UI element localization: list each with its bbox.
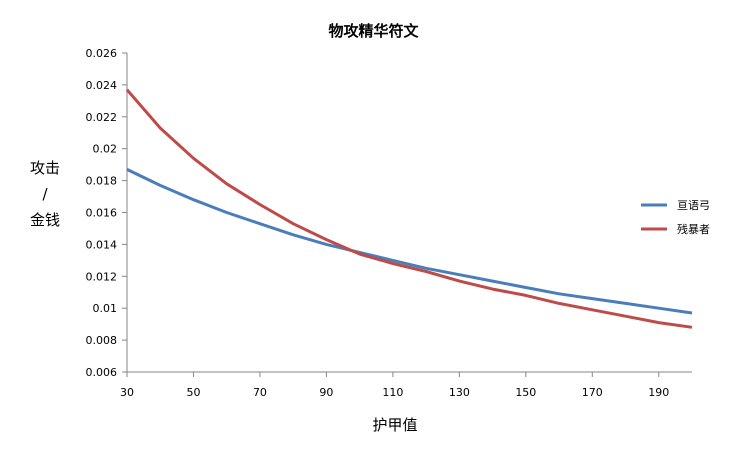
x-tick-label: 170 <box>582 386 603 399</box>
y-axis-label: 攻击 / 金钱 <box>20 155 70 233</box>
y-axis-label-line: 金钱 <box>29 211 60 229</box>
x-tick-label: 190 <box>648 386 669 399</box>
x-axis-label: 护甲值 <box>372 416 418 434</box>
x-tick-label: 50 <box>186 386 200 399</box>
y-tick-label: 0.006 <box>86 366 118 379</box>
x-tick-label: 70 <box>253 386 267 399</box>
y-axis-label-line: / <box>42 185 48 203</box>
y-tick-label: 0.008 <box>86 334 118 347</box>
y-tick-label: 0.014 <box>86 238 118 251</box>
x-tick-label: 150 <box>515 386 536 399</box>
x-tick-label: 30 <box>120 386 134 399</box>
series-line <box>126 168 693 315</box>
legend-label: 残暴者 <box>677 222 710 236</box>
y-axis-label-line: 攻击 <box>29 159 60 177</box>
x-tick-label: 90 <box>319 386 333 399</box>
y-tick-label: 0.01 <box>93 302 118 315</box>
y-tick-label: 0.018 <box>86 175 118 188</box>
axes: 0.006 0.008 0.01 0.012 0.014 0.016 0.018 0.02 0.… <box>86 47 692 399</box>
series-line <box>125 88 693 329</box>
y-tick-label: 0.026 <box>86 47 118 60</box>
x-tick-label: 130 <box>449 386 470 399</box>
y-tick-label: 0.012 <box>86 270 118 283</box>
legend-label: 亘语弓 <box>677 199 710 212</box>
y-tick-label: 0.024 <box>86 79 118 92</box>
y-tick-label: 0.022 <box>86 111 118 124</box>
series-lines <box>125 88 693 329</box>
y-tick-label: 0.02 <box>93 143 118 156</box>
x-tick-label: 110 <box>382 386 403 399</box>
chart-title: 物攻精华符文 <box>328 22 419 40</box>
y-tick-label: 0.016 <box>86 207 118 220</box>
